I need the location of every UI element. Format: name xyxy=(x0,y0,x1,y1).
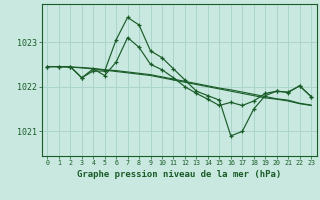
X-axis label: Graphe pression niveau de la mer (hPa): Graphe pression niveau de la mer (hPa) xyxy=(77,170,281,179)
